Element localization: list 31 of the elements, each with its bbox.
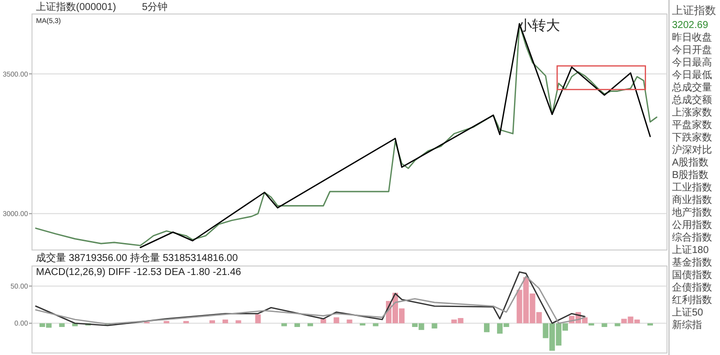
text: 昨日收盘 (672, 32, 712, 44)
text: 平盘家数 (672, 119, 712, 131)
text: 下跌家数 (672, 132, 712, 144)
text: 今日最高 (672, 56, 712, 68)
chart-subtitle: 5分钟 (142, 1, 168, 13)
text: 上涨家数 (672, 106, 712, 118)
text: 工业指数 (672, 182, 712, 194)
text: 红利指数 (672, 294, 712, 306)
text: 上证指数 (672, 4, 716, 17)
annotation: 小转大 (518, 17, 560, 33)
annotation: MACD(12,26,9) DIFF -12.53 DEA -1.80 -21.46 (36, 267, 242, 278)
text: 总成交量 (671, 82, 712, 94)
text: 上证50 (672, 306, 704, 318)
text: 综合指数 (672, 232, 712, 244)
text: 地产指数 (671, 206, 712, 218)
text: 总成交额 (671, 94, 712, 106)
chart-title: 上证指数(000001) (36, 1, 116, 13)
text: 商业指数 (672, 194, 712, 206)
text: A股指数 (672, 156, 709, 168)
text: 公用指数 (672, 219, 712, 231)
text: 上证180 (672, 244, 710, 256)
text: 今日开盘 (672, 44, 712, 56)
text: B股指数 (672, 169, 709, 181)
text: 成交量 38719356.00 持仓量 53185314816.00 (36, 252, 238, 264)
text: 3202.69 (672, 20, 709, 31)
text: 国债指数 (672, 269, 712, 281)
text: 企债指数 (672, 282, 712, 294)
text: 沪深对比 (672, 144, 712, 156)
text: 基金指数 (672, 256, 712, 268)
text: 今日最低 (672, 69, 712, 81)
text: 新综指 (672, 319, 702, 331)
